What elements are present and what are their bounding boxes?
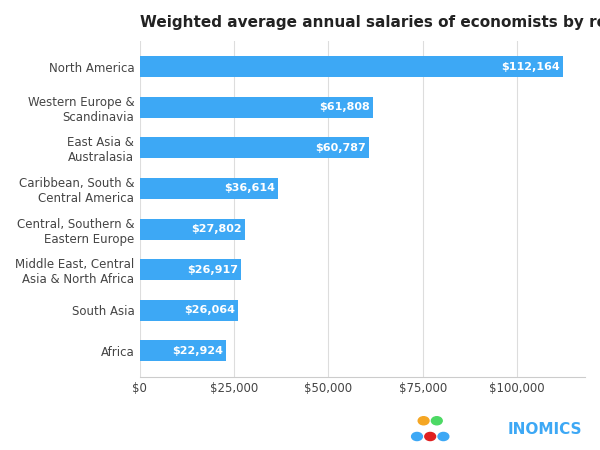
Text: INOMICS: INOMICS [508, 422, 582, 437]
Text: $26,064: $26,064 [184, 305, 235, 315]
Text: $22,924: $22,924 [172, 346, 223, 356]
Text: $36,614: $36,614 [224, 184, 275, 194]
Bar [140, 97, 373, 118]
Text: $112,164: $112,164 [501, 62, 560, 72]
Text: $60,787: $60,787 [316, 143, 366, 153]
Bar [140, 178, 278, 199]
Bar [140, 259, 241, 280]
Bar [140, 56, 563, 77]
Bar [140, 340, 226, 361]
Text: $27,802: $27,802 [191, 224, 242, 234]
Text: Weighted average annual salaries of economists by region in 2020: Weighted average annual salaries of econ… [140, 15, 600, 30]
Text: $61,808: $61,808 [319, 102, 370, 112]
Bar [140, 300, 238, 321]
Bar [140, 137, 369, 158]
Text: $26,917: $26,917 [187, 265, 238, 274]
Bar [140, 219, 245, 239]
